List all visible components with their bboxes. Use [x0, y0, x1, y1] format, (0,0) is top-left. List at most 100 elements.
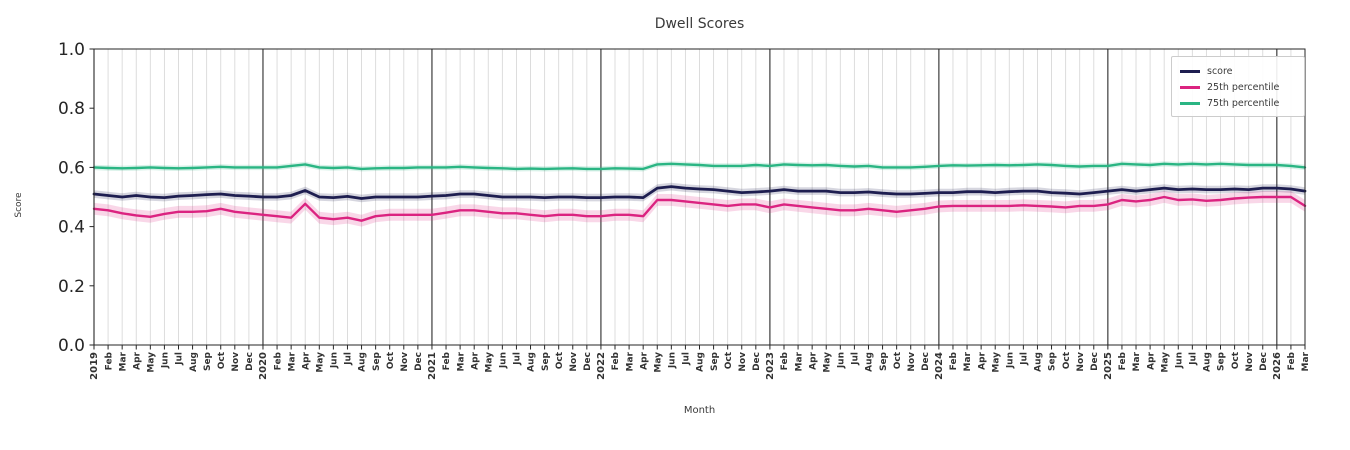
legend-entry: score — [1180, 63, 1296, 79]
x-tick-label-month: Aug — [696, 352, 706, 372]
x-tick-label-year: 2023 — [765, 352, 776, 380]
x-tick-label-month: Jun — [1005, 352, 1015, 369]
x-tick-label-month: Feb — [780, 351, 790, 370]
legend-entry: 25th percentile — [1180, 79, 1296, 95]
x-tick-label-month: Mar — [963, 351, 973, 371]
x-tick-label-year: 2026 — [1272, 352, 1283, 380]
x-tick-label-month: Dec — [752, 352, 762, 371]
x-tick-label-month: Dec — [1090, 352, 1100, 371]
x-tick-label-month: Mar — [287, 351, 297, 371]
x-tick-label-month: Aug — [865, 352, 875, 372]
x-tick-label-month: May — [147, 352, 157, 373]
x-tick-label-month: Aug — [189, 352, 199, 372]
x-tick-label-month: Feb — [611, 351, 621, 370]
legend-entry: 75th percentile — [1180, 95, 1296, 111]
x-tick-label-month: Oct — [1231, 351, 1241, 369]
x-tick-label-month: Sep — [879, 351, 889, 371]
x-tick-label-month: Dec — [245, 352, 255, 371]
x-tick-label-month: Nov — [400, 352, 410, 372]
series-line-75th-percentile — [92, 162, 1307, 171]
x-tick-label-month: Oct — [893, 351, 903, 369]
y-tick-label: 0.4 — [58, 218, 85, 238]
x-tick-label-month: Dec — [1259, 352, 1269, 371]
x-tick-label-month: Jul — [513, 352, 523, 366]
legend-label: 75th percentile — [1207, 97, 1280, 109]
x-tick-label-month: Mar — [1132, 351, 1142, 371]
x-tick-label-month: Jul — [851, 352, 861, 366]
legend-label: score — [1207, 65, 1233, 77]
x-tick-label-month: Nov — [738, 352, 748, 372]
x-tick-label-month: Jul — [1189, 352, 1199, 366]
y-tick-label: 0.8 — [58, 99, 85, 119]
legend-label: 25th percentile — [1207, 81, 1280, 93]
x-tick-label-month: Nov — [231, 352, 241, 372]
x-axis-label: Month — [683, 405, 716, 416]
series-line-score — [92, 185, 1307, 200]
x-tick-label-month: Aug — [1203, 352, 1213, 372]
x-tick-label-month: Feb — [949, 351, 959, 370]
band-25th-percentile — [94, 191, 1305, 227]
x-tick-label-month: May — [991, 352, 1001, 373]
x-tick-label-month: Apr — [808, 351, 818, 369]
x-tick-label-month: Nov — [569, 352, 579, 372]
x-tick-label-month: Nov — [1076, 352, 1086, 372]
x-tick-label-month: May — [484, 352, 494, 373]
x-tick-label-month: Apr — [132, 351, 142, 369]
x-tick-label-month: Feb — [273, 351, 283, 370]
x-tick-label-month: Jul — [1020, 352, 1030, 366]
x-tick-label-month: Jun — [1174, 352, 1184, 369]
x-tick-label-month: Apr — [301, 351, 311, 369]
x-tick-label-month: May — [822, 352, 832, 373]
x-tick-label-month: Apr — [470, 351, 480, 369]
x-tick-label-year: 2020 — [258, 352, 269, 380]
legend-swatch — [1180, 101, 1200, 105]
legend-swatch — [1180, 85, 1200, 89]
x-tick-label-month: Jun — [330, 352, 340, 369]
x-tick-label-month: Oct — [555, 351, 565, 369]
x-tick-label-month: Nov — [907, 352, 917, 372]
x-tick-label-month: Apr — [639, 351, 649, 369]
x-tick-label-month: Sep — [710, 351, 720, 371]
x-tick-label-month: Jun — [499, 352, 509, 369]
x-tick-label-month: May — [316, 352, 326, 373]
x-tick-label-month: Sep — [1048, 351, 1058, 371]
x-tick-label-month: Sep — [1217, 351, 1227, 371]
x-tick-label-month: Apr — [1146, 351, 1156, 369]
x-tick-label-month: Jul — [175, 352, 185, 366]
x-tick-label-month: Dec — [921, 352, 931, 371]
x-tick-label-month: Oct — [386, 351, 396, 369]
x-tick-label-month: Aug — [358, 352, 368, 372]
x-tick-label-month: Feb — [104, 351, 114, 370]
x-tick-label-month: Oct — [1062, 351, 1072, 369]
x-tick-label-month: Mar — [625, 351, 635, 371]
x-tick-label-month: Dec — [583, 352, 593, 371]
legend-swatch — [1180, 69, 1200, 73]
x-tick-label-month: Feb — [1118, 351, 1128, 370]
y-tick-label: 0.0 — [58, 336, 85, 356]
legend: score 25th percentile 75th percentile — [1171, 56, 1305, 117]
x-tick-label-month: Apr — [977, 351, 987, 369]
x-tick-label-month: Mar — [1301, 351, 1311, 371]
x-tick-label-month: Jul — [682, 352, 692, 366]
x-tick-label-month: Dec — [414, 352, 424, 371]
x-tick-label-month: Jun — [668, 352, 678, 369]
x-tick-label-month: Oct — [217, 351, 227, 369]
x-tick-label-month: Aug — [527, 352, 537, 372]
x-tick-label-year: 2021 — [427, 352, 438, 380]
x-tick-label-year: 2019 — [89, 352, 100, 380]
x-tick-label-month: May — [653, 352, 663, 373]
x-tick-label-year: 2022 — [596, 352, 607, 380]
x-tick-label-month: Jun — [837, 352, 847, 369]
x-tick-label-month: Oct — [724, 351, 734, 369]
x-tick-label-month: Mar — [118, 351, 128, 371]
x-tick-label-month: Jun — [161, 352, 171, 369]
y-tick-label: 0.6 — [58, 158, 85, 178]
chart-title: Dwell Scores — [654, 16, 745, 32]
x-tick-label-month: Feb — [1287, 351, 1297, 370]
x-tick-label-month: May — [1160, 352, 1170, 373]
x-tick-label-month: Nov — [1245, 352, 1255, 372]
series-line-25th-percentile — [92, 195, 1307, 222]
y-tick-label: 0.2 — [58, 277, 85, 297]
